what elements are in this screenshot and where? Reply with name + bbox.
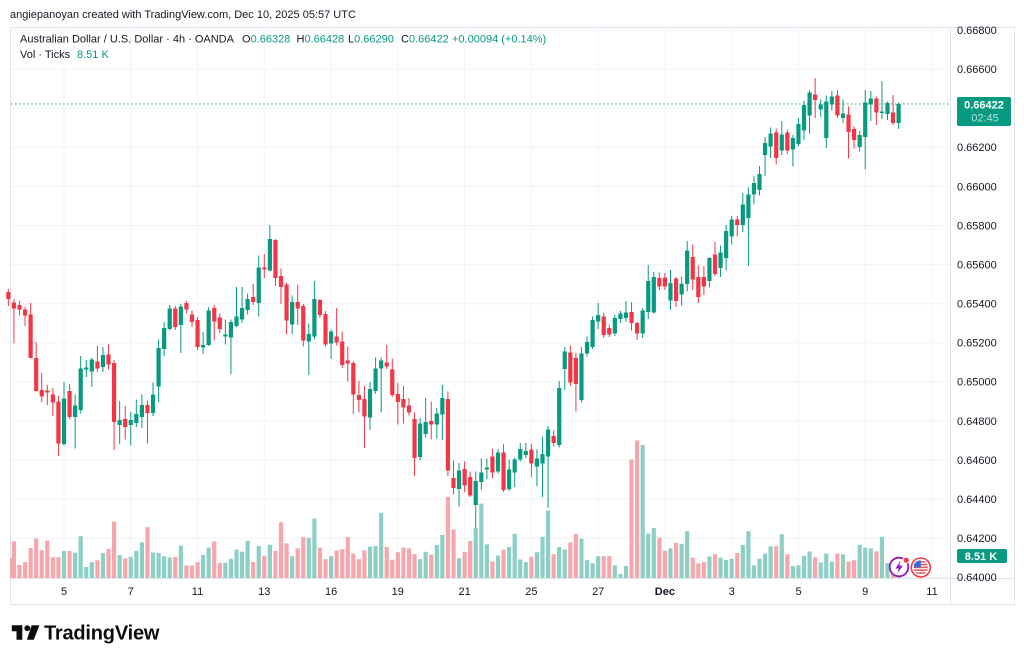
svg-text:0.64000: 0.64000 <box>957 572 997 584</box>
svg-text:0.66800: 0.66800 <box>957 25 997 37</box>
svg-text:0.65600: 0.65600 <box>957 259 997 271</box>
svg-text:7: 7 <box>128 586 134 598</box>
svg-text:0.66200: 0.66200 <box>957 142 997 154</box>
svg-text:0.64200: 0.64200 <box>957 533 997 545</box>
svg-text:0.64800: 0.64800 <box>957 416 997 428</box>
svg-text:TradingView: TradingView <box>44 623 160 645</box>
svg-text:9: 9 <box>862 586 868 598</box>
svg-text:5: 5 <box>61 586 67 598</box>
svg-text:16: 16 <box>325 586 337 598</box>
svg-text:0.65000: 0.65000 <box>957 377 997 389</box>
svg-text:Australian Dollar / U.S. Dolla: Australian Dollar / U.S. Dollar · 4h · O… <box>20 34 546 46</box>
svg-text:21: 21 <box>458 586 470 598</box>
svg-text:angiepanoyan created with Trad: angiepanoyan created with TradingView.co… <box>10 9 356 21</box>
svg-text:11: 11 <box>926 586 937 598</box>
svg-text:0.65200: 0.65200 <box>957 338 997 350</box>
svg-text:25: 25 <box>525 586 537 598</box>
svg-text:5: 5 <box>795 586 801 598</box>
svg-text:0.65400: 0.65400 <box>957 299 997 311</box>
svg-text:0.64400: 0.64400 <box>957 494 997 506</box>
svg-text:13: 13 <box>258 586 270 598</box>
svg-text:8.51 K: 8.51 K <box>965 551 997 563</box>
svg-text:02:45: 02:45 <box>971 113 999 125</box>
svg-text:0.64600: 0.64600 <box>957 455 997 467</box>
svg-text:0.65800: 0.65800 <box>957 220 997 232</box>
svg-text:19: 19 <box>392 586 404 598</box>
svg-text:0.66000: 0.66000 <box>957 181 997 193</box>
svg-text:0.66422: 0.66422 <box>964 100 1004 112</box>
svg-text:3: 3 <box>729 586 735 598</box>
svg-text:0.66600: 0.66600 <box>957 64 997 76</box>
svg-text:Dec: Dec <box>655 586 675 598</box>
svg-text:27: 27 <box>592 586 604 598</box>
svg-text:11: 11 <box>192 586 203 598</box>
